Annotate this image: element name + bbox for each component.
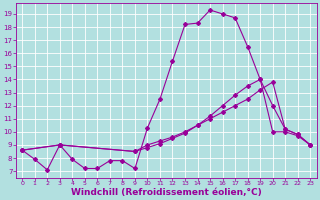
X-axis label: Windchill (Refroidissement éolien,°C): Windchill (Refroidissement éolien,°C) <box>71 188 262 197</box>
